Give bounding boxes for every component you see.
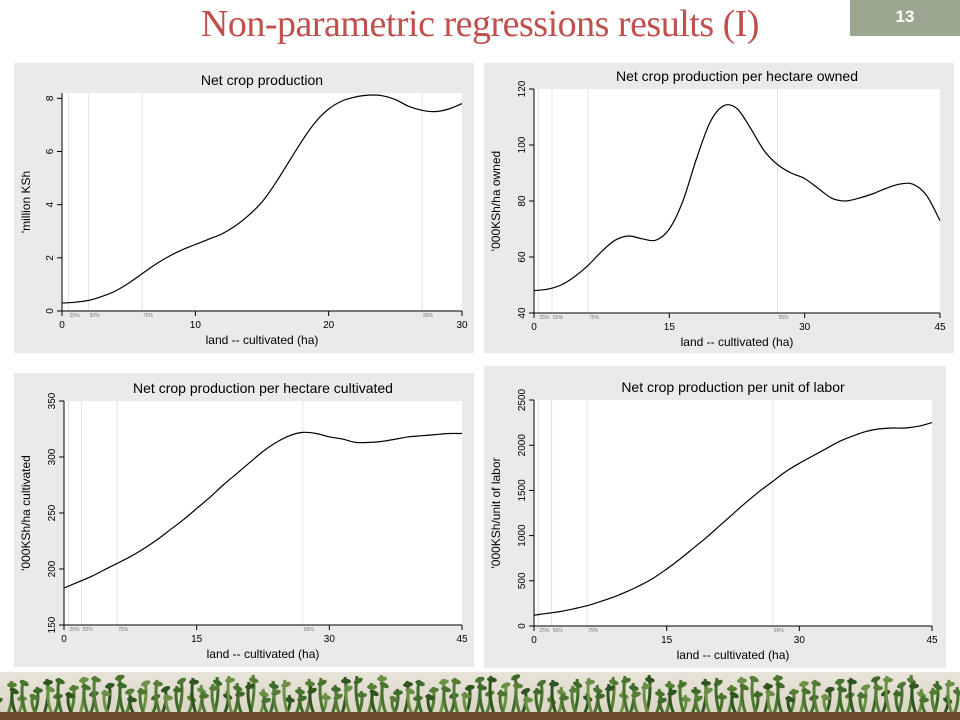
x-tick-label: 15 [664,322,676,333]
y-tick-label: 6 [45,148,56,154]
percentile-label: 95% [779,315,790,321]
x-tick-label: 0 [61,634,67,645]
x-tick-label: 30 [324,634,336,645]
chart-title: Net crop production [201,72,323,88]
x-tick-label: 30 [794,635,806,646]
chart-panel-4: Net crop production per unit of labor 25%… [484,366,946,668]
chart-per-hectare-cultivated: Net crop production per hectare cultivat… [14,373,474,667]
y-tick-label: 40 [517,307,528,319]
y-tick-label: 150 [47,616,58,633]
percentile-label: 95% [774,628,785,634]
percentile-label: 95% [423,313,434,319]
x-tick-label: 45 [934,322,946,333]
x-axis-label: land -- cultivated (ha) [206,333,319,347]
series-line [61,94,463,304]
series-line [533,104,941,292]
percentile-label: 50% [553,315,564,321]
chart-title: Net crop production per hectare owned [616,68,858,84]
y-tick-label: 0 [517,623,528,629]
footer-crop-field-image [0,672,960,720]
chart-panel-1: Net crop production 25% 50% 75% 95% 0 2 4 6 8 0 10 2… [14,63,474,353]
y-tick-label: 60 [517,251,528,263]
x-tick-label: 15 [661,635,673,646]
plot-area [64,401,462,625]
x-tick-label: 0 [531,635,537,646]
y-axis-label: 'million KSh [19,171,33,233]
percentile-label: 75% [143,313,154,319]
x-tick-label: 20 [323,320,335,331]
chart-panel-3: Net crop production per hectare cultivat… [14,373,474,667]
plot-area [534,89,940,313]
y-tick-label: 300 [47,448,58,465]
series-line [63,431,463,589]
y-tick-label: 500 [517,572,528,589]
percentile-label: 75% [589,315,600,321]
chart-per-hectare-owned: Net crop production per hectare owned 25%… [484,63,954,353]
percentile-label: 25% [70,313,81,319]
y-axis-label: '000KSh/ha cultivated [19,455,33,571]
y-tick-label: 350 [47,392,58,409]
percentile-label: 50% [90,313,101,319]
y-tick-label: 1000 [517,524,528,547]
plot-area [534,400,932,626]
y-tick-label: 200 [47,560,58,577]
y-axis-label: '000KSh/ha owned [489,151,503,251]
y-tick-label: 2500 [517,388,528,411]
x-tick-label: 0 [59,320,65,331]
percentile-label: 25% [69,627,80,633]
chart-net-crop-production: Net crop production 25% 50% 75% 95% 0 2 4 6 8 0 10 2… [14,63,474,353]
series-line [533,422,933,616]
slide-number: 13 [850,0,960,36]
percentile-label: 25% [540,315,551,321]
y-tick-label: 250 [47,504,58,521]
x-tick-label: 30 [456,320,468,331]
chart-title: Net crop production per unit of labor [621,379,845,395]
percentile-label: 95% [304,627,315,633]
x-tick-label: 30 [799,322,811,333]
percentile-label: 25% [539,628,550,634]
x-tick-label: 0 [531,322,537,333]
x-axis-label: land -- cultivated (ha) [677,648,790,662]
y-tick-label: 2000 [517,434,528,457]
y-tick-label: 0 [45,308,56,314]
percentile-label: 75% [118,627,129,633]
x-axis-label: land -- cultivated (ha) [681,335,794,349]
chart-title: Net crop production per hectare cultivat… [133,380,393,396]
percentile-label: 75% [588,628,599,634]
x-tick-label: 10 [190,320,202,331]
percentile-label: 50% [83,627,94,633]
x-axis-label: land -- cultivated (ha) [207,647,320,661]
y-tick-label: 1500 [517,479,528,502]
y-tick-label: 4 [45,201,56,207]
chart-per-unit-labor: Net crop production per unit of labor 25%… [484,366,946,668]
chart-panel-2: Net crop production per hectare owned 25%… [484,63,954,353]
y-tick-label: 120 [517,80,528,97]
y-tick-label: 80 [517,195,528,207]
x-tick-label: 45 [456,634,468,645]
slide-title: Non-parametric regressions results (I) [200,3,760,45]
x-tick-label: 15 [191,634,203,645]
y-tick-label: 100 [517,136,528,153]
x-tick-label: 45 [926,635,938,646]
percentile-label: 50% [553,628,564,634]
y-axis-label: '000KSh/unit of labor [489,457,503,568]
y-tick-label: 8 [45,95,56,101]
y-tick-label: 2 [45,255,56,261]
